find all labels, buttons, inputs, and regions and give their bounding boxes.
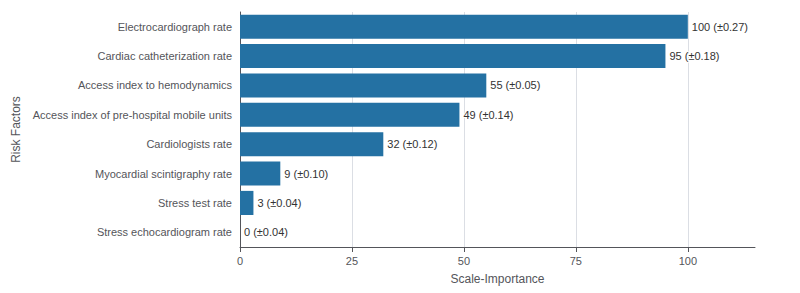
svg-text:Stress echocardiogram rate: Stress echocardiogram rate bbox=[97, 226, 232, 238]
svg-text:32 (±0.12): 32 (±0.12) bbox=[387, 138, 437, 150]
svg-text:0 (±0.04): 0 (±0.04) bbox=[244, 226, 288, 238]
svg-text:3 (±0.04): 3 (±0.04) bbox=[257, 197, 301, 209]
svg-text:75: 75 bbox=[570, 255, 582, 267]
svg-text:25: 25 bbox=[346, 255, 358, 267]
svg-text:Risk Factors: Risk Factors bbox=[9, 96, 23, 163]
svg-text:100: 100 bbox=[679, 255, 697, 267]
svg-text:Stress test rate: Stress test rate bbox=[158, 197, 232, 209]
svg-text:50: 50 bbox=[458, 255, 470, 267]
svg-text:55 (±0.05): 55 (±0.05) bbox=[490, 79, 540, 91]
svg-text:Myocardial scintigraphy rate: Myocardial scintigraphy rate bbox=[95, 168, 232, 180]
svg-text:Cardiac catheterization rate: Cardiac catheterization rate bbox=[97, 50, 232, 62]
svg-text:Scale-Importance: Scale-Importance bbox=[450, 272, 544, 286]
svg-text:0: 0 bbox=[237, 255, 243, 267]
svg-text:Electrocardiograph rate: Electrocardiograph rate bbox=[118, 21, 232, 33]
svg-text:Access index of pre-hospital m: Access index of pre-hospital mobile unit… bbox=[33, 109, 233, 121]
svg-text:49 (±0.14): 49 (±0.14) bbox=[463, 109, 513, 121]
svg-text:Cardiologists rate: Cardiologists rate bbox=[146, 138, 232, 150]
svg-text:9 (±0.10): 9 (±0.10) bbox=[284, 168, 328, 180]
svg-text:100 (±0.27): 100 (±0.27) bbox=[692, 21, 748, 33]
svg-text:Access index to hemodynamics: Access index to hemodynamics bbox=[78, 79, 233, 91]
svg-text:95 (±0.18): 95 (±0.18) bbox=[669, 50, 719, 62]
